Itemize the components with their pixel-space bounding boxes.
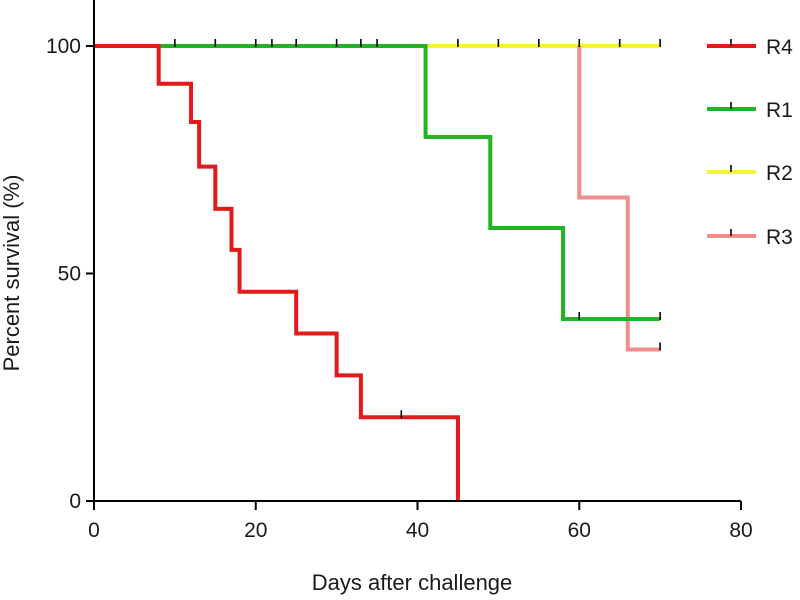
legend-label: R4	[766, 36, 793, 59]
legend-item-r2: R2	[707, 162, 793, 185]
y-axis-ticks: 0 50 100	[46, 35, 94, 513]
survival-curve-r1	[94, 44, 661, 321]
survival-curves	[94, 44, 661, 501]
survival-curve-r3	[577, 46, 661, 352]
legend-label: R3	[766, 226, 793, 249]
y-tick-label: 100	[46, 35, 81, 58]
legend: R4 R1 R2 R3	[707, 36, 793, 249]
legend-item-r3: R3	[707, 226, 793, 249]
y-tick-label: 50	[58, 263, 81, 286]
survival-curve-r4	[94, 44, 460, 501]
y-axis-title: Percent survival (%)	[0, 175, 24, 372]
x-axis-ticks: 0 20 40 60 80	[88, 501, 753, 542]
y-tick-label: 0	[69, 490, 81, 513]
legend-item-r1: R1	[707, 99, 793, 122]
x-tick-label: 40	[406, 519, 429, 542]
x-tick-label: 20	[244, 519, 267, 542]
x-axis-title: Days after challenge	[312, 570, 513, 595]
x-tick-label: 60	[568, 519, 591, 542]
x-tick-label: 0	[88, 519, 100, 542]
legend-label: R1	[766, 99, 793, 122]
censor-marks	[174, 39, 661, 419]
legend-label: R2	[766, 162, 793, 185]
legend-item-r4: R4	[707, 36, 793, 59]
x-tick-label: 80	[729, 519, 752, 542]
